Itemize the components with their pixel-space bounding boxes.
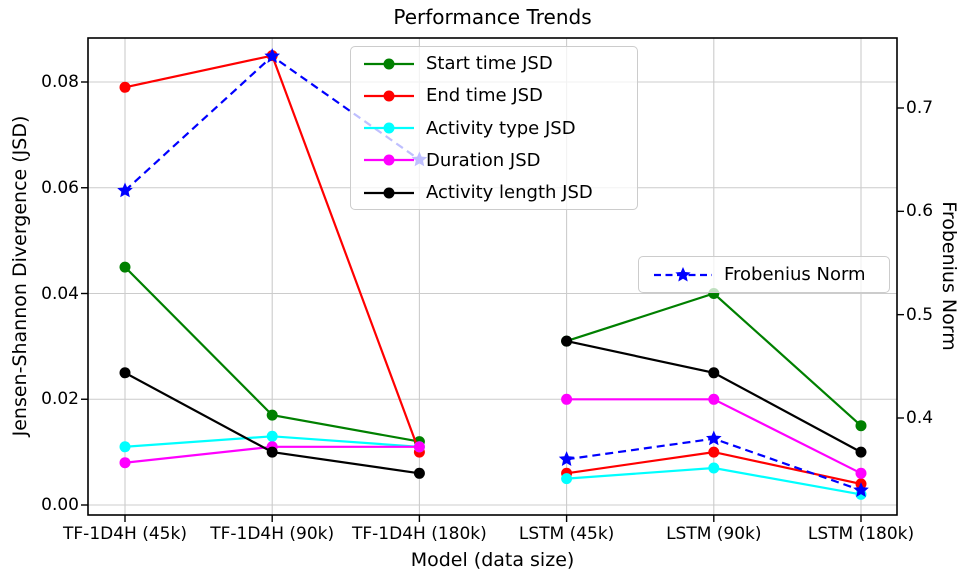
x-tick-label: LSTM (45k) — [518, 524, 615, 544]
data-point-star — [264, 48, 280, 63]
y-axis-label-right: Frobenius Norm — [938, 201, 960, 351]
legend-sample-activity-type-jsd — [364, 122, 414, 134]
legend-label: Frobenius Norm — [724, 264, 866, 285]
data-point — [266, 430, 278, 442]
data-point — [855, 420, 867, 432]
chart-title: Performance Trends — [393, 5, 592, 29]
data-point-star — [117, 182, 133, 198]
plot-spines — [87, 37, 898, 516]
data-point — [561, 335, 573, 347]
legend-item-start-time-jsd: Start time JSD — [361, 53, 627, 74]
data-point — [561, 393, 573, 405]
y-tick-label-right: 0.7 — [906, 98, 934, 118]
legend-sample-activity-length-jsd — [364, 187, 414, 198]
data-point — [413, 467, 425, 479]
data-point — [708, 446, 720, 458]
data-point — [708, 367, 720, 379]
data-point — [266, 409, 278, 421]
data-point — [855, 446, 867, 458]
series-activity-type-jsd — [119, 430, 867, 500]
data-point — [266, 446, 278, 458]
series-activity-length-jsd — [119, 335, 867, 479]
legend-label: Activity length JSD — [426, 182, 593, 203]
legend-item-activity-type-jsd: Activity type JSD — [361, 118, 627, 139]
data-point — [708, 393, 720, 405]
legend-item-frobenius-norm: Frobenius Norm — [651, 264, 866, 285]
data-point — [119, 441, 131, 453]
data-point — [119, 367, 131, 379]
legend-frobenius: Frobenius Norm — [638, 256, 890, 293]
y-tick-label-right: 0.6 — [906, 201, 934, 222]
data-point — [119, 81, 131, 93]
y-tick-label-left: 0.00 — [41, 495, 79, 515]
y-tick-label-left: 0.08 — [41, 72, 79, 92]
data-point — [708, 462, 720, 474]
legend-item-duration-jsd: Duration JSD — [361, 150, 627, 171]
data-point-star — [558, 451, 575, 466]
legend-label: Start time JSD — [426, 53, 553, 74]
data-point — [119, 261, 131, 273]
legend-label: Activity type JSD — [426, 117, 576, 139]
legend-label: Duration JSD — [426, 149, 541, 171]
legend-sample-start-time-jsd — [364, 58, 414, 69]
tick-marks — [81, 81, 904, 522]
series-duration-jsd — [119, 393, 867, 479]
x-tick-label: TF-1D4H (45k) — [63, 524, 187, 544]
y-tick-label-left: 0.02 — [41, 389, 79, 410]
data-point — [413, 441, 425, 453]
y-tick-label-left: 0.06 — [41, 177, 79, 198]
x-axis-label: Model (data size) — [410, 549, 575, 571]
y-tick-label-left: 0.04 — [41, 283, 79, 304]
legend-label: End time JSD — [426, 85, 543, 107]
data-point-star — [853, 482, 869, 497]
data-point — [855, 467, 867, 479]
y-tick-label-right: 0.5 — [906, 304, 934, 325]
data-point-star — [706, 430, 722, 446]
data-point — [119, 457, 131, 469]
legend-main: Start time JSD End time JSD Activity type … — [350, 46, 638, 210]
x-tick-label: LSTM (90k) — [666, 524, 762, 544]
x-tick-label: TF-1D4H (180k) — [352, 524, 487, 544]
legend-sample-frobenius-norm — [654, 266, 712, 281]
x-tick-label: LSTM (180k) — [807, 524, 915, 544]
y-tick-label-right: 0.4 — [906, 408, 934, 428]
legend-item-end-time-jsd: End time JSD — [361, 85, 627, 106]
x-tick-label: TF-1D4H (90k) — [210, 524, 335, 544]
legend-item-activity-length-jsd: Activity length JSD — [361, 182, 627, 203]
legend-sample-duration-jsd — [364, 154, 414, 166]
legend-sample-end-time-jsd — [364, 90, 414, 102]
data-point — [561, 473, 573, 485]
